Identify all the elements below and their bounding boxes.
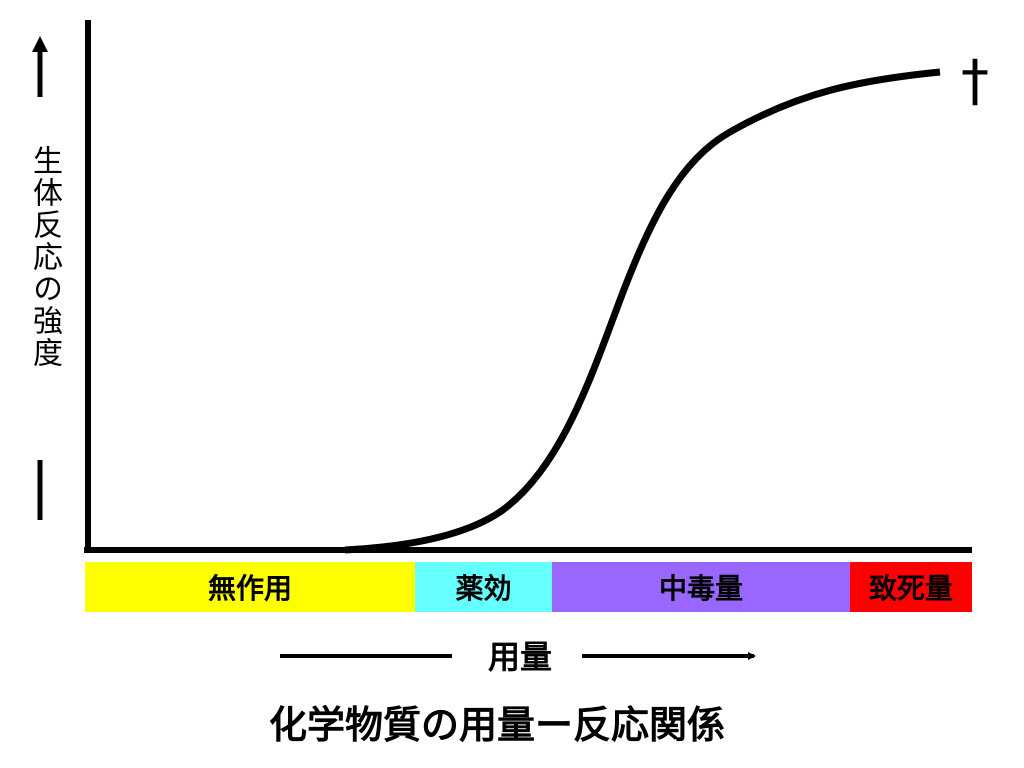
y-label: 生体反応の強度: [27, 145, 62, 369]
band-label: 致死量: [869, 572, 953, 605]
title: 化学物質の用量ー反応関係: [269, 703, 725, 747]
band: [850, 562, 972, 612]
death-mark: †: [961, 49, 989, 114]
band-label: 薬効: [455, 572, 511, 605]
band: [415, 562, 552, 612]
band: [552, 562, 850, 612]
band-row: 無作用 薬効 中毒量 致死量: [85, 562, 972, 612]
band-label: 中毒量: [659, 572, 743, 605]
response-curve: [344, 68, 941, 554]
x-label: 用量: [488, 638, 552, 676]
band: [85, 562, 415, 612]
up-arrow-head: [32, 36, 48, 52]
band-label: 無作用: [208, 572, 292, 605]
